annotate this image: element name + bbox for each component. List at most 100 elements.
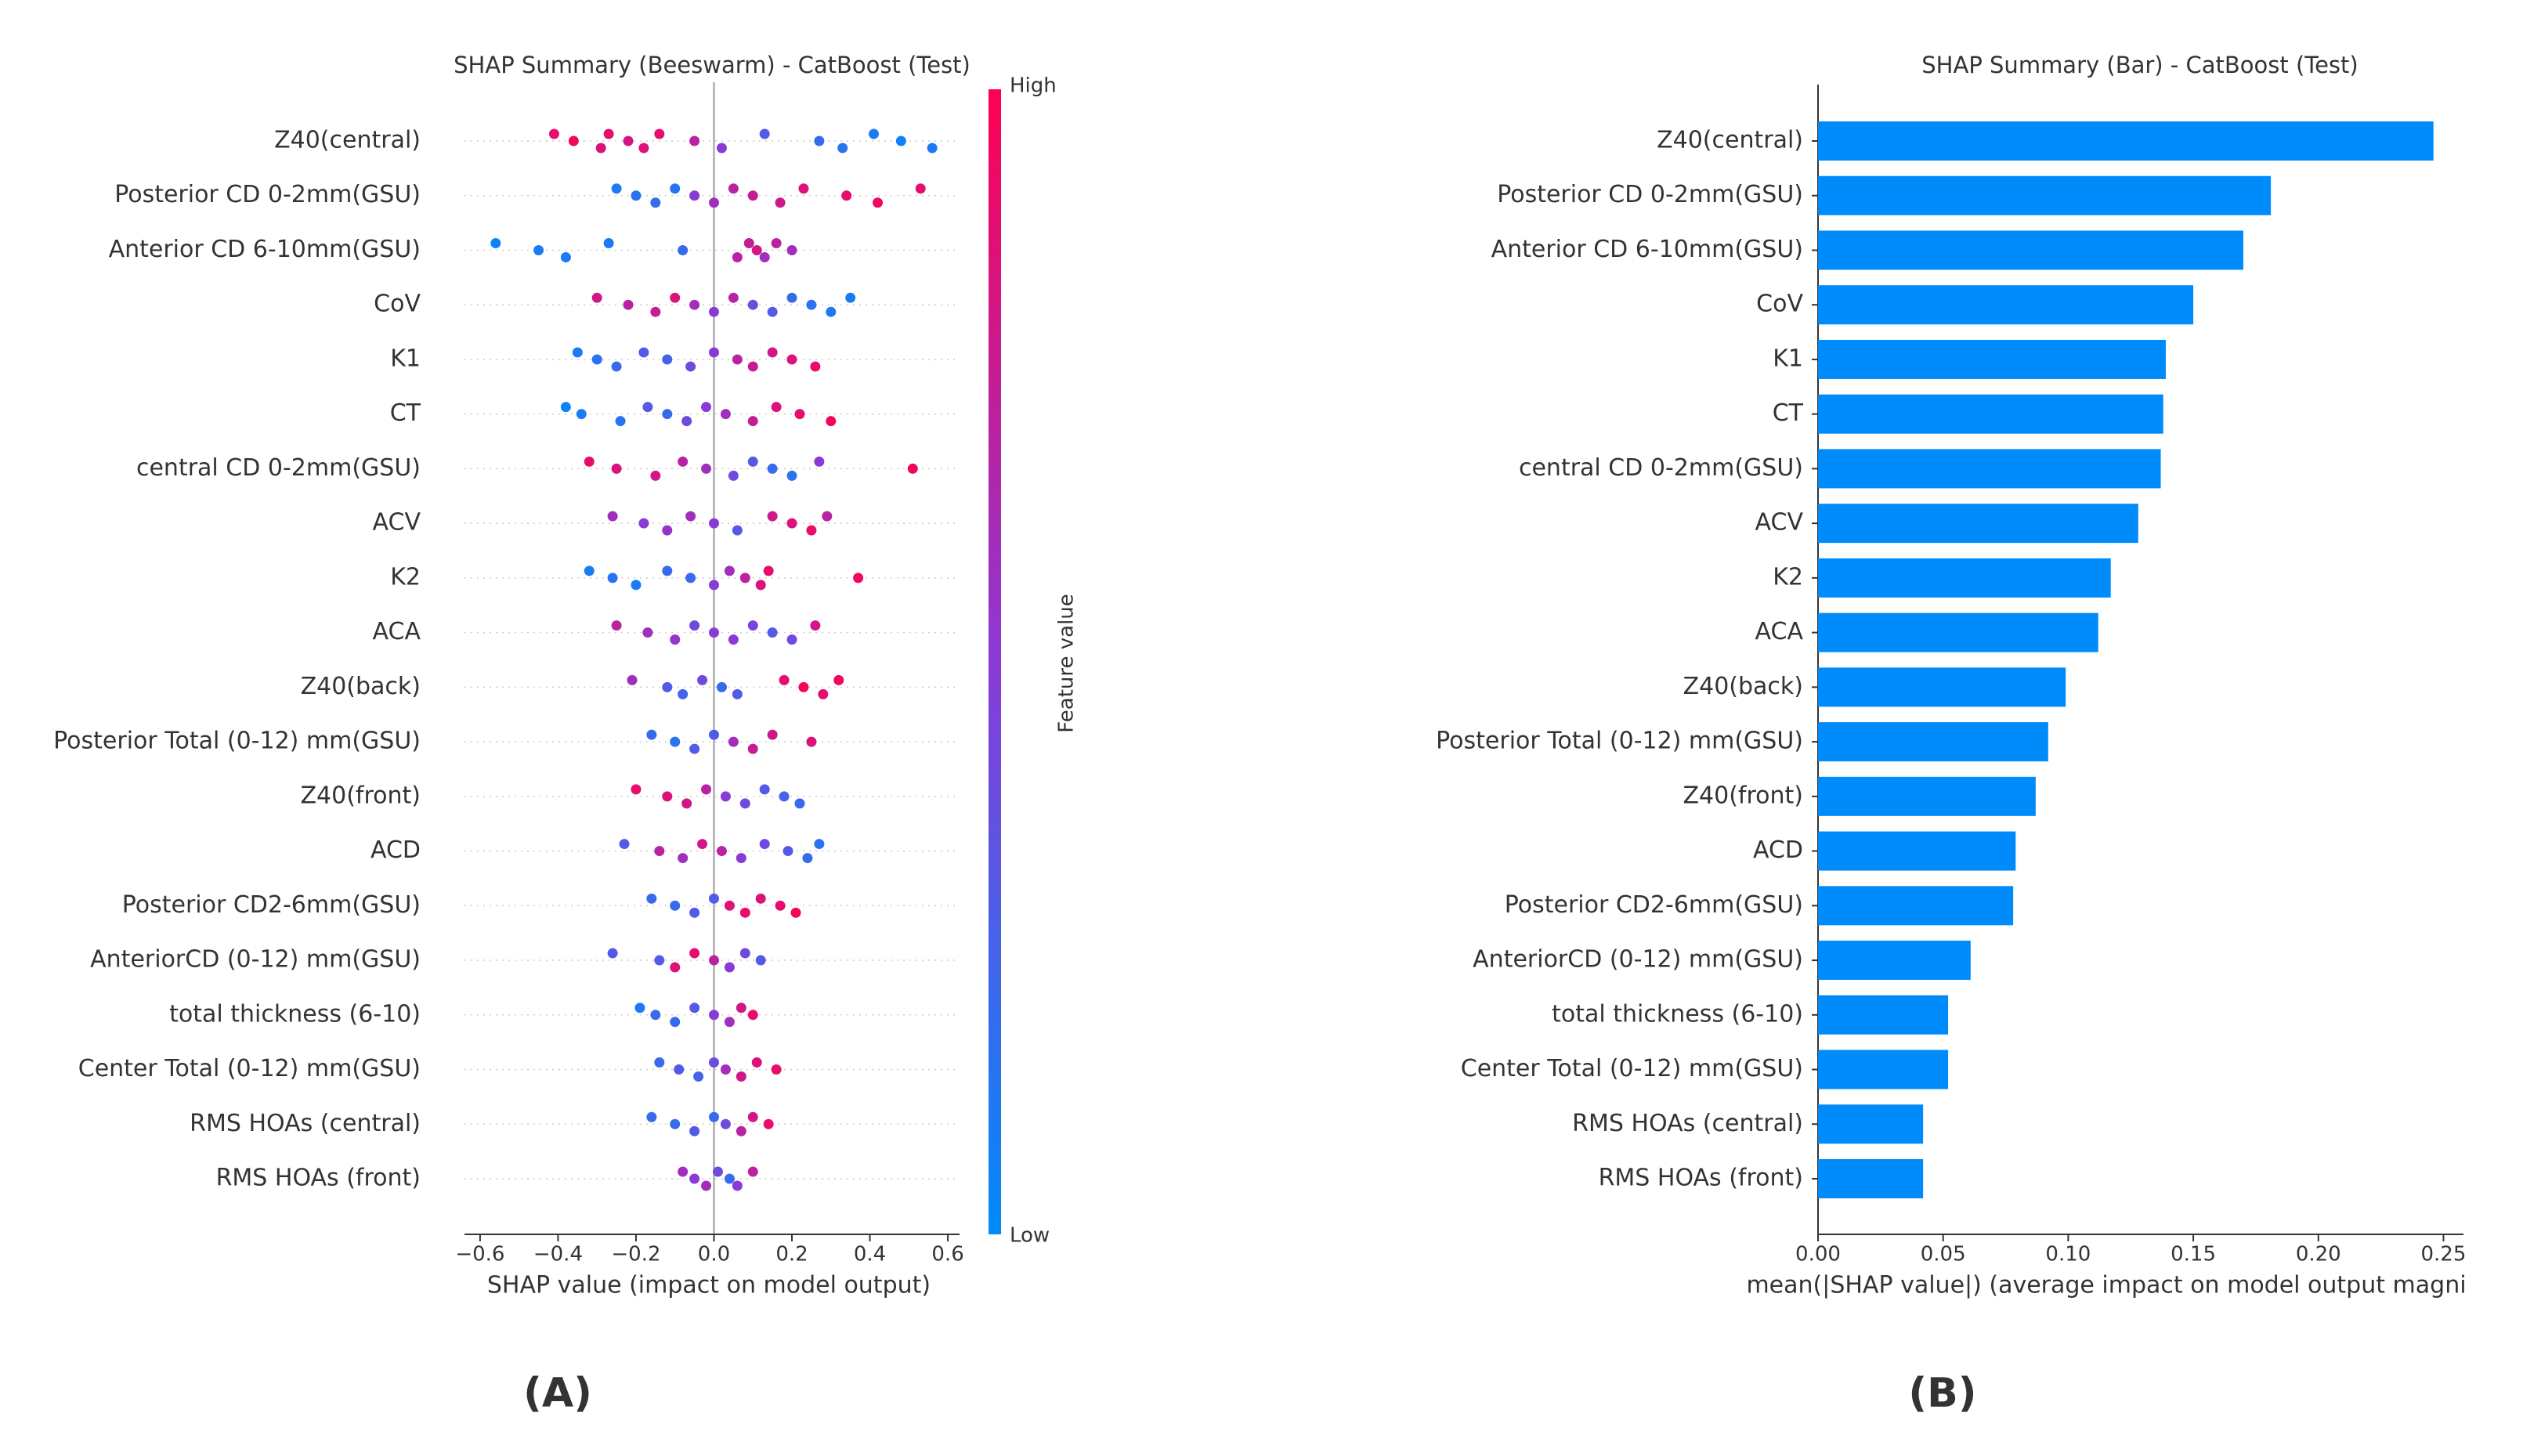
shap-dot xyxy=(779,674,790,685)
bar xyxy=(1818,1104,1924,1144)
shap-dot xyxy=(631,580,642,591)
shap-dot xyxy=(724,900,735,911)
shap-dot xyxy=(814,839,825,850)
bar xyxy=(1818,667,2066,707)
shap-dot xyxy=(603,237,614,248)
shap-dot xyxy=(638,143,649,154)
feature-label: K2 xyxy=(390,563,421,591)
feature-label: total thickness (6-10) xyxy=(1552,1000,1803,1028)
shap-dot xyxy=(818,688,829,699)
shap-dot xyxy=(728,292,739,303)
shap-dot xyxy=(907,463,918,474)
shap-dot xyxy=(611,361,622,372)
shap-dot xyxy=(708,955,719,966)
feature-label: K1 xyxy=(390,345,421,372)
shap-dot xyxy=(701,1180,712,1191)
shap-dot xyxy=(670,1118,681,1129)
shap-dot xyxy=(611,620,622,631)
shap-dot xyxy=(810,620,821,631)
shap-dot xyxy=(662,565,673,576)
shap-dot xyxy=(767,627,778,638)
colorbar-low: Low xyxy=(1010,1224,1050,1248)
shap-dot xyxy=(674,1064,685,1075)
feature-label: Posterior CD 0-2mm(GSU) xyxy=(114,181,421,208)
shap-dot xyxy=(701,463,712,474)
feature-label: RMS HOAs (central) xyxy=(190,1110,421,1137)
feature-label: ACD xyxy=(1753,836,1803,864)
shap-dot xyxy=(739,907,750,918)
shap-dot xyxy=(810,361,821,372)
shap-dot xyxy=(779,791,790,802)
shap-dot xyxy=(794,798,805,809)
shap-dot xyxy=(576,409,587,420)
shap-dot xyxy=(841,190,852,201)
shap-dot xyxy=(689,1125,700,1136)
shap-dot xyxy=(743,237,754,248)
x-tick-label: 0.20 xyxy=(2296,1243,2341,1266)
shap-dot xyxy=(689,620,700,631)
x-axis-label: mean(|SHAP value|) (average impact on mo… xyxy=(1746,1272,2466,1299)
panel-label: (A) xyxy=(523,1370,592,1417)
feature-label: CT xyxy=(1773,399,1804,427)
feature-label: Z40(back) xyxy=(1683,673,1803,700)
shap-dot xyxy=(708,1057,719,1068)
shap-dot xyxy=(869,128,880,139)
x-tick-label: −0.4 xyxy=(533,1243,583,1266)
shap-dot xyxy=(685,361,696,372)
shap-dot xyxy=(732,1180,743,1191)
chart-title: SHAP Summary (Beeswarm) - CatBoost (Test… xyxy=(454,52,971,78)
shap-dot xyxy=(670,900,681,911)
shap-dot xyxy=(591,354,602,365)
shap-dot xyxy=(751,1057,762,1068)
shap-dot xyxy=(662,681,673,692)
shap-dot xyxy=(631,784,642,795)
shap-dot xyxy=(607,511,618,522)
shap-dot xyxy=(693,1071,704,1082)
shap-dot xyxy=(915,183,926,194)
shap-dot xyxy=(759,784,770,795)
shap-dot xyxy=(611,183,622,194)
bar xyxy=(1818,722,2048,762)
shap-dot xyxy=(767,511,778,522)
shap-dot xyxy=(689,907,700,918)
shap-dot xyxy=(634,1003,645,1013)
feature-label: K2 xyxy=(1773,563,1803,591)
shap-dot xyxy=(895,135,906,146)
shap-dot xyxy=(681,798,692,809)
shap-dot xyxy=(689,948,700,959)
shap-dot xyxy=(720,1064,731,1075)
shap-dot xyxy=(650,306,661,317)
shap-dot xyxy=(747,1010,758,1021)
bar xyxy=(1818,339,2166,379)
shap-dot xyxy=(732,354,743,365)
shap-dot xyxy=(798,681,809,692)
x-tick-label: −0.6 xyxy=(455,1243,504,1266)
shap-dot xyxy=(736,1125,746,1136)
shap-dot xyxy=(806,299,817,310)
feature-label: AnteriorCD (0-12) mm(GSU) xyxy=(1473,946,1803,974)
feature-label: Z40(central) xyxy=(274,127,421,154)
shap-dot xyxy=(685,511,696,522)
x-tick-label: 0.15 xyxy=(2171,1243,2216,1266)
shap-dot xyxy=(701,784,712,795)
shap-dot xyxy=(775,900,786,911)
feature-label: RMS HOAs (central) xyxy=(1572,1110,1803,1137)
feature-label: AnteriorCD (0-12) mm(GSU) xyxy=(90,946,421,974)
x-axis-label: SHAP value (impact on model output) xyxy=(487,1272,931,1299)
shap-dot xyxy=(627,674,638,685)
shap-dot xyxy=(631,190,642,201)
shap-dot xyxy=(708,627,719,638)
x-tick-label: 0.25 xyxy=(2421,1243,2467,1266)
shap-dot xyxy=(708,1111,719,1122)
shap-dot xyxy=(759,839,770,850)
shap-dot xyxy=(786,518,797,529)
colorbar-high: High xyxy=(1010,74,1057,98)
shap-dot xyxy=(560,251,571,262)
bar xyxy=(1818,1050,1949,1089)
shap-dot xyxy=(759,128,770,139)
feature-label: Posterior CD 0-2mm(GSU) xyxy=(1497,181,1803,208)
shap-dot xyxy=(689,1173,700,1184)
shap-dot xyxy=(697,839,708,850)
bar xyxy=(1818,285,2194,325)
shap-dot xyxy=(771,402,782,413)
